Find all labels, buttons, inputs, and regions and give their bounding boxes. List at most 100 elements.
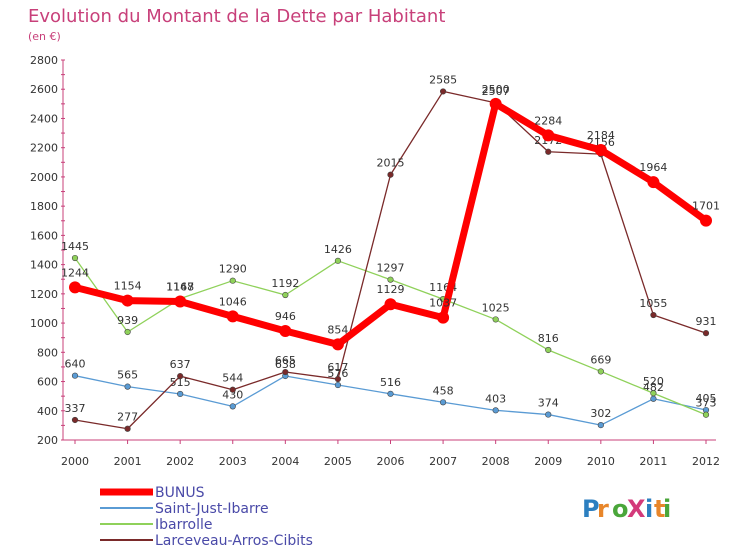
data-point <box>229 403 236 410</box>
y-tick-label: 1400 <box>30 259 58 272</box>
data-point <box>334 381 342 389</box>
data-point <box>384 298 397 311</box>
data-label: 1154 <box>114 280 142 293</box>
y-tick-label: 2000 <box>30 171 58 184</box>
data-label: 576 <box>327 367 348 380</box>
x-tick-label: 2003 <box>219 455 247 468</box>
y-tick-label: 1000 <box>30 317 58 330</box>
data-point <box>647 176 660 189</box>
data-point <box>177 390 184 398</box>
legend: BUNUSSaint-Just-IbarreIbarrolleLarceveau… <box>100 485 313 549</box>
logo-letter: t <box>654 495 665 523</box>
data-label: 405 <box>696 392 717 405</box>
data-point <box>700 214 712 227</box>
data-label: 2500 <box>482 83 510 96</box>
data-label: 1167 <box>166 281 194 294</box>
x-tick-label: 2012 <box>692 455 720 468</box>
data-point <box>226 310 239 323</box>
series-larceveau-arros-cibits: 3372776375446656172015258525072172215610… <box>65 73 717 432</box>
data-label: 1129 <box>377 283 405 296</box>
data-point <box>121 294 134 307</box>
data-point <box>702 330 710 337</box>
data-label: 1046 <box>219 295 247 308</box>
data-label: 1148 <box>166 280 194 293</box>
data-point <box>282 368 289 376</box>
data-label: 1964 <box>639 161 667 174</box>
data-point <box>124 425 131 432</box>
data-point <box>282 291 289 299</box>
data-label: 374 <box>538 397 559 410</box>
data-point <box>594 144 607 157</box>
data-label: 637 <box>170 358 191 371</box>
data-label: 931 <box>696 315 717 328</box>
data-label: 458 <box>433 384 454 397</box>
data-label: 816 <box>538 332 559 345</box>
data-label: 515 <box>170 376 191 389</box>
y-tick-label: 2200 <box>30 142 58 155</box>
data-label: 1290 <box>219 263 247 276</box>
x-tick-label: 2010 <box>587 455 615 468</box>
data-point <box>702 411 710 418</box>
data-point <box>597 421 604 429</box>
data-label: 2015 <box>377 157 405 170</box>
y-tick-label: 600 <box>37 376 58 389</box>
data-point <box>71 254 79 262</box>
data-label: 617 <box>327 361 348 374</box>
logo-letter: X <box>627 495 646 523</box>
data-point <box>492 407 499 414</box>
data-point <box>439 88 447 95</box>
data-point <box>331 338 344 351</box>
data-label: 2184 <box>587 129 615 142</box>
data-label: 665 <box>275 354 296 367</box>
axes: 200 400 600 800 1000 1200 1400 1600 1800 2000 2200… <box>30 54 720 468</box>
chart-title: Evolution du Montant de la Dette par Hab… <box>28 6 445 27</box>
data-point <box>650 311 657 319</box>
y-tick-label: 800 <box>37 346 58 359</box>
data-label: 430 <box>222 388 243 401</box>
logo-letter: P <box>582 495 600 523</box>
legend-label: BUNUS <box>155 485 205 501</box>
data-point <box>542 129 555 142</box>
data-label: 302 <box>590 407 611 420</box>
legend-label: Ibarrolle <box>155 517 213 533</box>
x-tick-label: 2009 <box>534 455 562 468</box>
legend-label: Larceveau-Arros-Cibits <box>155 533 313 549</box>
data-point <box>437 311 450 324</box>
data-label: 939 <box>117 314 138 327</box>
data-label: 1037 <box>429 297 457 310</box>
y-tick-label: 2800 <box>30 54 58 67</box>
data-label: 373 <box>696 397 717 410</box>
data-point <box>229 386 236 393</box>
y-tick-label: 400 <box>37 405 58 418</box>
x-tick-label: 2000 <box>61 455 89 468</box>
data-label: 337 <box>65 402 86 415</box>
y-tick-label: 200 <box>37 434 58 447</box>
data-point <box>71 416 79 424</box>
data-point <box>387 171 394 178</box>
data-label: 1192 <box>271 277 299 290</box>
data-label: 669 <box>590 353 611 366</box>
data-label: 1701 <box>692 200 720 213</box>
data-label: 2507 <box>482 85 510 98</box>
x-tick-label: 2002 <box>166 455 194 468</box>
data-point <box>71 372 79 379</box>
data-point <box>387 390 394 397</box>
data-label: 1055 <box>639 297 667 310</box>
data-point <box>489 97 502 110</box>
data-point <box>279 324 292 337</box>
data-point <box>174 295 187 308</box>
data-point <box>650 395 657 402</box>
logo-letter: i <box>645 495 653 523</box>
data-point <box>545 346 552 354</box>
data-label: 403 <box>485 392 506 405</box>
logo-letter: o <box>612 495 629 523</box>
data-label: 544 <box>222 372 243 385</box>
data-label: 1426 <box>324 243 352 256</box>
data-label: 520 <box>643 375 664 388</box>
data-point <box>439 399 447 406</box>
legend-label: Saint-Just-Ibarre <box>155 501 269 517</box>
data-label: 516 <box>380 376 401 389</box>
